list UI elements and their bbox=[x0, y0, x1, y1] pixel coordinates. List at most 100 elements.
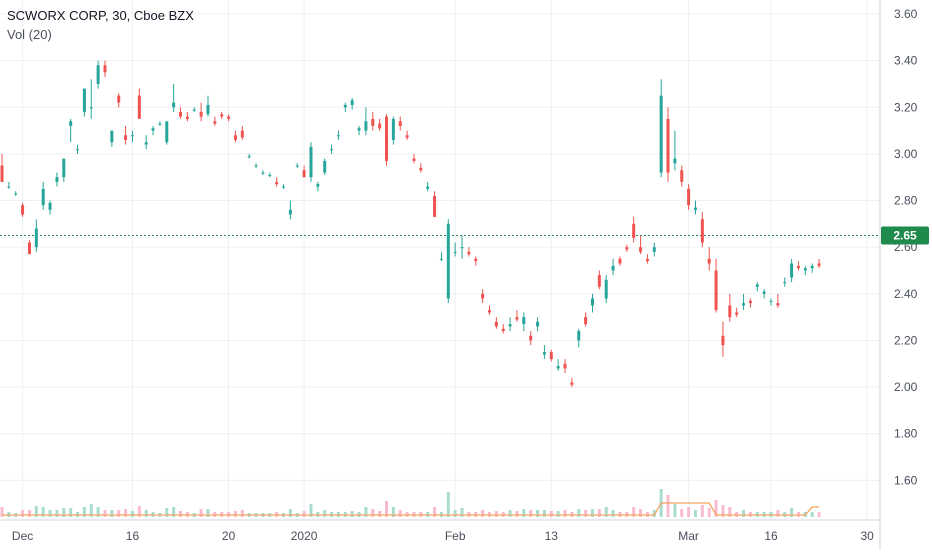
volume-bar bbox=[687, 507, 691, 517]
candle-body bbox=[796, 265, 800, 269]
volume-bar bbox=[584, 510, 588, 517]
volume-bar bbox=[48, 510, 52, 517]
volume-bar bbox=[124, 509, 128, 517]
volume-bar bbox=[385, 501, 389, 517]
candle-body bbox=[233, 135, 237, 140]
candle-body bbox=[398, 121, 402, 126]
y-tick-label: 3.60 bbox=[894, 7, 918, 21]
volume-bar bbox=[391, 507, 395, 517]
candle-body bbox=[563, 363, 567, 369]
candle-body bbox=[570, 382, 574, 385]
candle-body bbox=[508, 324, 512, 327]
candle-body bbox=[494, 321, 498, 327]
candle-body bbox=[275, 181, 279, 185]
current-price-badge bbox=[881, 226, 929, 245]
candle-body bbox=[762, 291, 766, 294]
candle-body bbox=[385, 116, 389, 161]
candle-body bbox=[446, 223, 450, 299]
candle-body bbox=[48, 202, 52, 210]
volume-bar bbox=[556, 511, 560, 517]
candle-body bbox=[82, 88, 86, 112]
candle-body bbox=[96, 65, 100, 84]
volume-bar bbox=[323, 510, 327, 517]
candle-body bbox=[728, 305, 732, 318]
candle-body bbox=[55, 177, 59, 182]
candle-body bbox=[336, 135, 340, 137]
candle-body bbox=[810, 265, 814, 269]
x-tick-label: Mar bbox=[678, 529, 699, 543]
candle-body bbox=[680, 170, 684, 182]
volume-bar bbox=[508, 510, 512, 517]
y-tick-label: 2.20 bbox=[894, 333, 918, 347]
candle-body bbox=[597, 275, 601, 287]
candle-body bbox=[165, 121, 169, 143]
candle-body bbox=[755, 284, 759, 287]
candle-body bbox=[254, 165, 258, 167]
candle-body bbox=[378, 123, 382, 129]
candle-body bbox=[776, 303, 780, 306]
y-tick-label: 3.40 bbox=[894, 54, 918, 68]
volume-bar bbox=[82, 507, 86, 517]
candle-body bbox=[357, 128, 361, 131]
volume-bar bbox=[172, 507, 176, 517]
candle-body bbox=[316, 184, 320, 187]
volume-bar bbox=[563, 510, 567, 517]
volume-bar bbox=[446, 492, 450, 517]
candle-body bbox=[721, 335, 725, 346]
candle-body bbox=[625, 247, 629, 250]
candle-body bbox=[769, 300, 773, 302]
candle-body bbox=[666, 118, 670, 173]
candle-body bbox=[460, 247, 464, 249]
x-tick-label: 30 bbox=[860, 529, 874, 543]
candle-body bbox=[426, 186, 430, 189]
candle-body bbox=[247, 156, 251, 158]
candle-body bbox=[172, 102, 176, 108]
candle-body bbox=[213, 121, 217, 124]
candle-body bbox=[151, 128, 155, 131]
candle-body bbox=[137, 95, 141, 119]
volume-bar bbox=[742, 510, 746, 517]
volume-bar bbox=[707, 508, 711, 517]
symbol-title: SCWORX CORP, 30, Cboe BZX bbox=[7, 8, 194, 23]
candle-body bbox=[76, 149, 80, 151]
candle-body bbox=[700, 219, 704, 243]
candle-body bbox=[590, 298, 594, 306]
candle-body bbox=[659, 95, 663, 173]
candle-body bbox=[240, 130, 244, 138]
volume-bar bbox=[577, 509, 581, 517]
candle-body bbox=[707, 258, 711, 264]
y-tick-label: 2.40 bbox=[894, 287, 918, 301]
candle-body bbox=[34, 228, 38, 248]
volume-bar bbox=[240, 510, 244, 517]
candle-body bbox=[529, 335, 533, 341]
candle-body bbox=[350, 100, 354, 105]
candle-body bbox=[330, 149, 334, 151]
candle-body bbox=[343, 104, 347, 108]
volume-bar bbox=[371, 509, 375, 517]
candle-body bbox=[481, 293, 485, 299]
volume-bar bbox=[21, 510, 25, 517]
candle-body bbox=[618, 258, 622, 264]
y-tick-label: 3.00 bbox=[894, 147, 918, 161]
y-tick-label: 2.00 bbox=[894, 380, 918, 394]
volume-bar bbox=[453, 510, 457, 517]
candle-body bbox=[673, 158, 677, 164]
candle-body bbox=[577, 331, 581, 341]
volume-bar bbox=[0, 507, 4, 517]
volume-bar bbox=[810, 512, 814, 517]
volume-bar bbox=[460, 508, 464, 517]
candle-body bbox=[199, 111, 203, 117]
x-tick-label: 20 bbox=[222, 529, 236, 543]
candle-body bbox=[611, 265, 615, 271]
x-tick-label: 16 bbox=[126, 529, 140, 543]
candle-body bbox=[206, 104, 210, 115]
volume-bar bbox=[639, 509, 643, 517]
volume-bar bbox=[536, 510, 540, 517]
y-tick-label: 3.20 bbox=[894, 100, 918, 114]
candle-body bbox=[391, 118, 395, 140]
x-tick-label: 2020 bbox=[291, 529, 318, 543]
candle-body bbox=[522, 317, 526, 325]
volume-bar bbox=[494, 511, 498, 517]
candle-body bbox=[687, 188, 691, 206]
